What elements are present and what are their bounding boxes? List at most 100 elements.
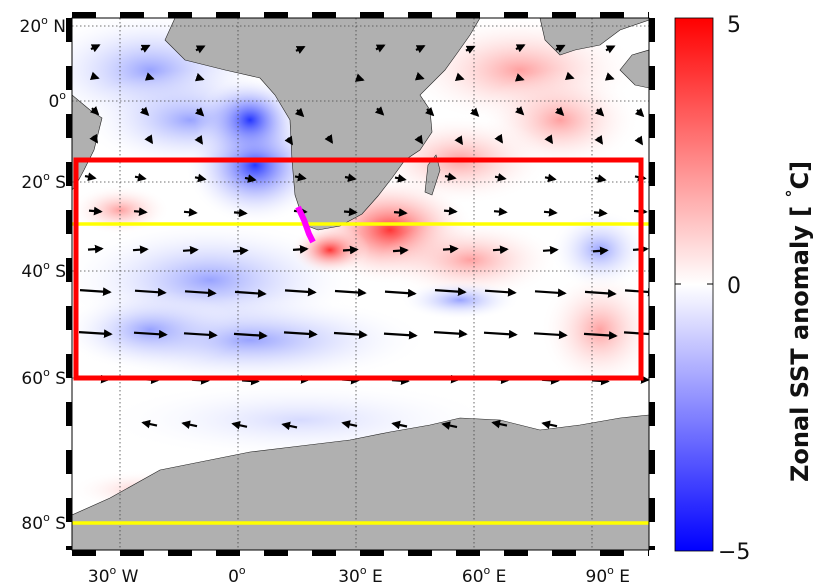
land-masses xyxy=(72,18,649,550)
wind-arrow xyxy=(514,73,525,82)
wind-arrow xyxy=(324,134,333,144)
frame-segment xyxy=(66,258,72,282)
wind-arrow xyxy=(484,287,517,297)
wind-arrow xyxy=(341,420,358,429)
wind-arrow xyxy=(515,44,526,53)
frame-segment xyxy=(649,210,655,234)
frame-segment xyxy=(456,12,480,18)
wind-arrow xyxy=(442,244,459,254)
colorbar: 5 0 −5 Zonal SST anomaly [ °C] xyxy=(674,13,814,565)
frame-segment xyxy=(649,162,655,186)
map-border xyxy=(71,17,650,551)
wind-arrow xyxy=(564,71,575,81)
wind-arrow xyxy=(383,330,418,340)
frame-segment xyxy=(66,354,72,378)
lon-label: 30o E xyxy=(338,564,383,586)
wind-arrow xyxy=(295,45,306,54)
wind-arrow xyxy=(78,329,113,339)
africa-land xyxy=(164,18,481,231)
wind-arrow xyxy=(354,73,365,82)
frame-segment xyxy=(649,306,655,330)
frame-segment xyxy=(504,550,528,556)
wind-arrow xyxy=(292,245,309,254)
wind-vectors xyxy=(78,44,649,431)
wind-arrow xyxy=(294,107,305,118)
wind-arrow xyxy=(241,376,260,386)
wind-arrow xyxy=(533,330,568,340)
sst-field xyxy=(72,18,649,550)
wind-arrow xyxy=(342,245,359,255)
wind-arrow xyxy=(144,72,155,81)
colorbar-tick-min: −5 xyxy=(718,540,750,565)
wind-arrow xyxy=(144,134,153,145)
wind-arrow xyxy=(183,330,218,340)
frame-segment xyxy=(72,12,96,18)
wind-arrow xyxy=(133,329,168,339)
frame-segment xyxy=(168,550,192,556)
frame-segment xyxy=(360,550,384,556)
frame-segment xyxy=(66,450,72,474)
wind-arrow xyxy=(384,288,417,298)
wind-arrow xyxy=(132,245,149,255)
frame-segment xyxy=(600,12,624,18)
wind-arrow xyxy=(139,106,150,116)
wind-arrow xyxy=(554,106,565,116)
wind-arrow xyxy=(281,421,298,431)
lat-label: 0o xyxy=(48,89,66,112)
lat-label: 20o S xyxy=(21,170,66,193)
wind-arrow xyxy=(544,173,557,183)
frame-segment xyxy=(456,550,480,556)
wind-arrow xyxy=(232,246,249,256)
wind-arrow xyxy=(140,44,151,53)
wind-arrow xyxy=(491,419,508,429)
wind-arrow xyxy=(233,331,268,340)
wind-arrow xyxy=(194,107,205,117)
wind-arrow xyxy=(534,288,567,298)
wind-arrow xyxy=(605,45,616,54)
frame-segment xyxy=(312,550,336,556)
wind-arrow xyxy=(543,207,558,217)
frame-segment xyxy=(649,498,655,522)
wind-arrow xyxy=(465,45,476,54)
wind-arrow xyxy=(441,421,458,430)
asia-land xyxy=(539,18,649,56)
frame-segment xyxy=(72,550,96,556)
wind-arrow xyxy=(88,206,103,216)
wind-arrow xyxy=(591,376,610,386)
wind-arrow xyxy=(84,172,97,182)
frame-segment xyxy=(504,12,528,18)
wind-arrow xyxy=(415,45,426,54)
colorbar-tick-max: 5 xyxy=(727,13,741,38)
frame-segment xyxy=(648,550,649,556)
frame-segment xyxy=(66,210,72,234)
wind-arrow xyxy=(89,133,98,144)
frame-segment xyxy=(408,12,432,18)
wind-arrow xyxy=(343,207,358,217)
asia-land-east xyxy=(619,49,649,89)
frame-segment xyxy=(649,402,655,426)
wind-arrow xyxy=(90,44,101,53)
frame-segment xyxy=(649,66,655,90)
wind-arrow xyxy=(584,289,617,298)
colorbar-title: Zonal SST anomaly [ °C] xyxy=(783,161,814,482)
wind-arrow xyxy=(234,289,267,298)
frame-segment xyxy=(649,546,655,550)
lon-label: 60o E xyxy=(462,564,507,586)
lat-label: 40o S xyxy=(21,259,66,282)
wind-arrow xyxy=(133,207,148,217)
map-frame xyxy=(66,12,655,556)
wind-arrow xyxy=(134,173,147,182)
wind-arrow xyxy=(141,419,158,429)
wind-arrow xyxy=(434,287,467,297)
frame-segment xyxy=(649,354,655,378)
frame-segment xyxy=(66,402,72,426)
wind-arrow xyxy=(555,44,566,53)
wind-arrow xyxy=(374,106,385,116)
frame-segment xyxy=(408,550,432,556)
frame-segment xyxy=(120,12,144,18)
wind-arrow xyxy=(344,173,357,182)
wind-arrow xyxy=(194,135,203,145)
wind-arrow xyxy=(283,329,318,339)
frame-segment xyxy=(66,114,72,138)
